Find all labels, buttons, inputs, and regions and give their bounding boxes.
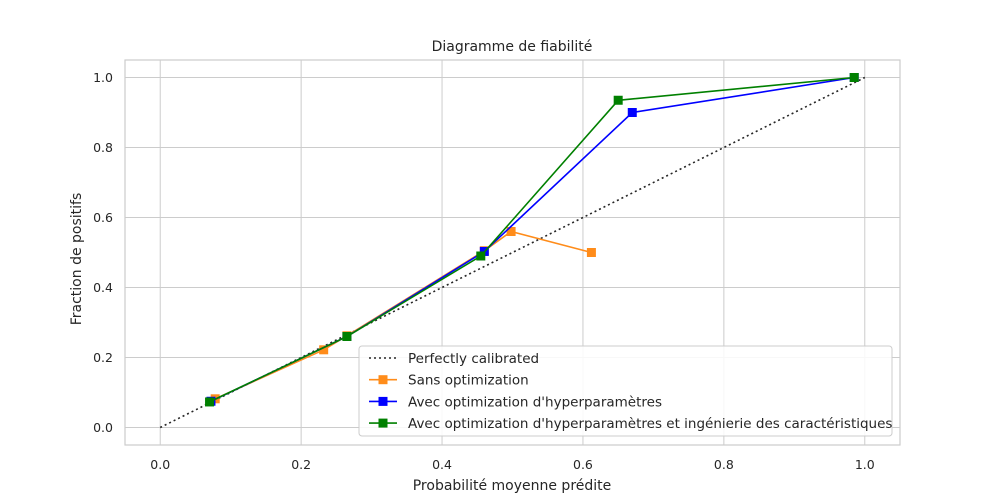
- series-marker-3: [205, 397, 215, 407]
- series-marker-3: [476, 251, 486, 261]
- series-marker-1: [506, 227, 516, 236]
- x-tick-label: 1.0: [855, 457, 875, 472]
- series-marker-3: [849, 73, 859, 82]
- y-tick-label: 0.4: [93, 280, 113, 295]
- series-marker-2: [627, 108, 637, 117]
- x-tick-label: 0.8: [714, 457, 734, 472]
- legend-swatch-marker: [378, 396, 388, 406]
- x-tick-label: 0.0: [150, 457, 170, 472]
- legend-box: [358, 345, 893, 437]
- chart-title: Diagramme de fiabilité: [432, 39, 593, 55]
- x-tick-label: 0.6: [573, 457, 593, 472]
- series-marker-3: [613, 95, 623, 105]
- x-tick-label: 0.4: [432, 457, 452, 472]
- x-axis-label: Probabilité moyenne prédite: [413, 478, 612, 494]
- y-axis-label: Fraction de positifs: [69, 193, 85, 326]
- plot-frame: [124, 59, 901, 446]
- series-marker-1: [586, 248, 596, 257]
- y-tick-label: 1.0: [93, 70, 113, 85]
- legend-label: Avec optimization d'hyperparamètres: [408, 394, 662, 410]
- y-tick-label: 0.6: [93, 210, 113, 225]
- legend-label: Perfectly calibrated: [408, 351, 539, 367]
- legend-label: Avec optimization d'hyperparamètres et i…: [408, 416, 892, 432]
- series-marker-3: [342, 332, 352, 341]
- y-tick-label: 0.8: [93, 140, 113, 155]
- legend-label: Sans optimization: [408, 373, 529, 389]
- y-tick-label: 0.0: [93, 420, 113, 435]
- legend-swatch-marker: [378, 418, 388, 428]
- x-tick-label: 0.2: [291, 457, 311, 472]
- series-marker-1: [319, 345, 329, 355]
- y-tick-label: 0.2: [93, 350, 113, 365]
- legend-swatch-marker: [378, 375, 388, 385]
